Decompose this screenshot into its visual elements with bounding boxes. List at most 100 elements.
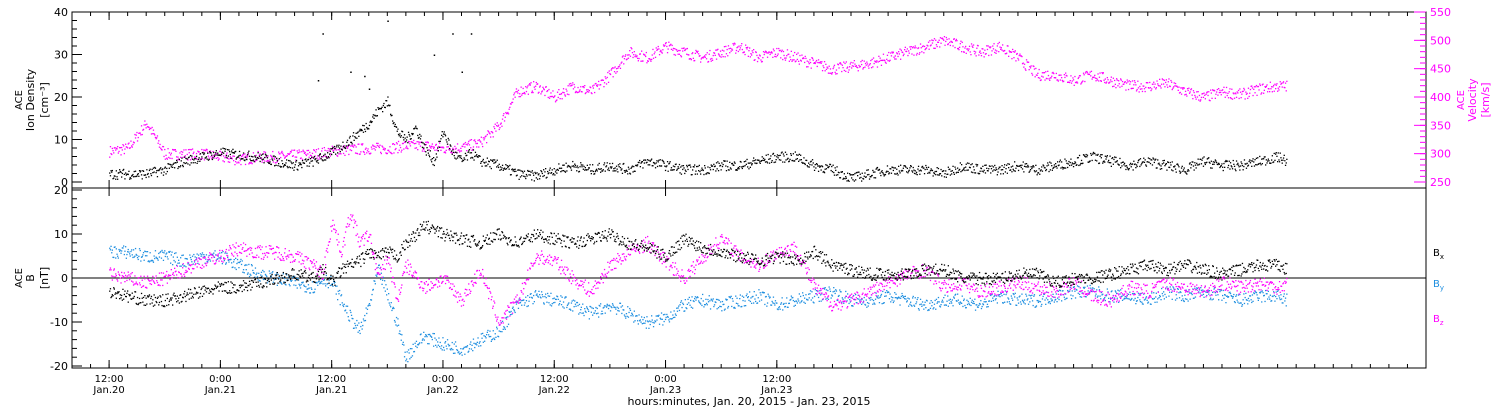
- density-point: [969, 167, 971, 169]
- velocity-point: [1241, 93, 1243, 95]
- density-point: [366, 126, 368, 129]
- density-point: [187, 163, 189, 165]
- velocity-point: [713, 52, 716, 54]
- velocity-point: [1278, 89, 1280, 91]
- density-point: [234, 151, 236, 153]
- velocity-point: [696, 51, 698, 54]
- by-point: [755, 294, 757, 296]
- velocity-point: [1045, 71, 1047, 73]
- density-point: [815, 163, 818, 165]
- by-point: [668, 321, 671, 323]
- velocity-point: [541, 90, 543, 92]
- velocity-point: [1080, 82, 1083, 84]
- density-point: [413, 128, 415, 130]
- by-point: [255, 273, 257, 276]
- velocity-point: [569, 85, 571, 87]
- velocity-point: [690, 58, 692, 60]
- density-point: [1157, 163, 1159, 165]
- by-point: [651, 315, 653, 317]
- density-point: [1210, 160, 1212, 162]
- density-point: [1010, 169, 1012, 171]
- density-point: [453, 155, 455, 157]
- velocity-point: [1179, 91, 1181, 94]
- density-point: [283, 165, 285, 167]
- velocity-point: [529, 84, 531, 86]
- density-point: [614, 167, 616, 169]
- by-point: [494, 338, 496, 341]
- density-point: [1130, 166, 1132, 168]
- velocity-point: [570, 82, 572, 85]
- velocity-point: [364, 148, 367, 150]
- density-point: [1218, 163, 1220, 165]
- density-point: [161, 169, 163, 171]
- density-point: [721, 165, 724, 168]
- density-point: [868, 178, 871, 180]
- velocity-point: [583, 86, 585, 89]
- velocity-point: [465, 143, 467, 146]
- velocity-point: [674, 48, 676, 50]
- density-point: [408, 133, 410, 136]
- velocity-point: [709, 58, 712, 60]
- by-point: [113, 246, 115, 248]
- velocity-point: [1040, 79, 1042, 81]
- density-point: [1182, 169, 1185, 171]
- velocity-point: [1012, 48, 1014, 51]
- density-point: [396, 130, 398, 132]
- velocity-point: [206, 149, 208, 151]
- velocity-point: [758, 57, 760, 60]
- density-point: [468, 149, 471, 151]
- density-point: [470, 157, 472, 159]
- by-point: [403, 344, 405, 346]
- velocity-point: [776, 54, 779, 57]
- velocity-point: [1194, 94, 1196, 97]
- velocity-point: [1173, 82, 1175, 84]
- density-point: [1048, 170, 1050, 173]
- density-point: [1141, 162, 1143, 165]
- by-point: [341, 302, 343, 304]
- velocity-point: [1202, 93, 1204, 95]
- density-point: [772, 153, 774, 155]
- density-point: [306, 165, 308, 167]
- velocity-point: [476, 142, 478, 145]
- by-point: [486, 331, 488, 333]
- by-point: [539, 294, 541, 296]
- density-point: [790, 154, 792, 156]
- velocity-point: [785, 57, 787, 59]
- by-point: [157, 259, 159, 261]
- velocity-point: [880, 59, 882, 62]
- velocity-point: [331, 148, 333, 150]
- by-point: [180, 265, 182, 267]
- by-point: [252, 272, 255, 274]
- density-point: [1197, 158, 1199, 160]
- density-point: [1044, 167, 1046, 169]
- velocity-point: [378, 145, 380, 147]
- velocity-point: [770, 51, 773, 53]
- velocity-point: [166, 158, 168, 160]
- density-point: [924, 168, 926, 171]
- velocity-point: [1275, 88, 1277, 90]
- velocity-point: [444, 152, 447, 154]
- density-point: [1065, 167, 1067, 169]
- velocity-point: [174, 149, 176, 151]
- density-point: [998, 168, 1000, 170]
- velocity-point: [688, 58, 690, 60]
- by-point: [410, 356, 412, 358]
- density-point: [839, 177, 841, 179]
- density-point: [929, 172, 931, 174]
- density-point: [1248, 160, 1250, 163]
- density-point: [624, 171, 626, 173]
- velocity-point: [374, 145, 376, 147]
- density-point: [664, 169, 667, 172]
- density-point: [507, 166, 509, 168]
- by-point: [113, 256, 115, 259]
- density-point: [1260, 164, 1262, 166]
- density-point: [122, 169, 124, 171]
- velocity-point: [1078, 75, 1081, 77]
- by-point: [704, 304, 706, 306]
- density-point: [384, 106, 386, 109]
- density-point: [570, 167, 572, 169]
- density-point: [293, 166, 296, 168]
- velocity-point: [1199, 100, 1201, 102]
- by-point: [376, 273, 378, 275]
- by-point: [694, 296, 696, 298]
